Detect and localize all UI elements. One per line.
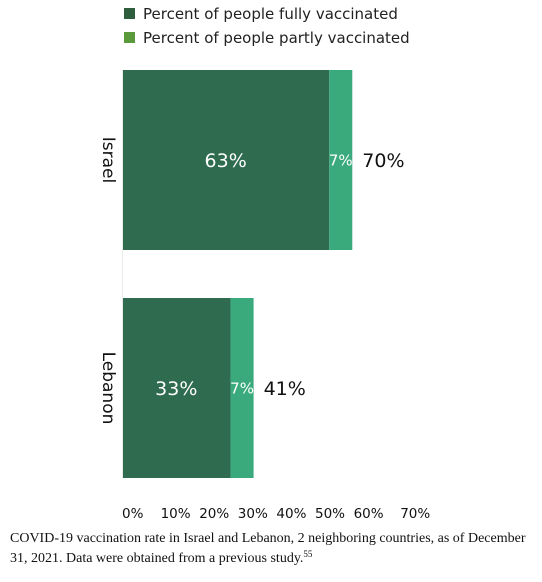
category-label-israel: Israel: [98, 137, 118, 183]
data-label-israel-partly: 7%: [329, 151, 353, 169]
figure-caption: COVID-19 vaccination rate in Israel and …: [10, 529, 538, 569]
category-label-lebanon: Lebanon: [98, 352, 118, 425]
bar-lebanon-fully: [122, 298, 231, 478]
x-tick-label: 40%: [276, 506, 306, 520]
category-labels: Israel Lebanon: [98, 137, 118, 425]
legend-marker-2: [124, 32, 135, 43]
x-tick-label: 70%: [400, 506, 430, 520]
legend-label-2: Percent of people partly vaccinated: [143, 29, 410, 47]
legend-label-1: Percent of people fully vaccinated: [143, 5, 398, 23]
caption-reference: 55: [303, 549, 313, 559]
x-tick-label: 0%: [122, 506, 144, 520]
legend-marker-1: [124, 8, 135, 19]
x-tick-label: 10%: [161, 506, 191, 520]
data-label-lebanon-fully: 33%: [155, 378, 197, 400]
legend: Percent of people fully vaccinated Percen…: [124, 5, 410, 47]
data-label-israel-fully: 63%: [205, 150, 247, 172]
bars: 63% 7% 70% 33% 7% 41%: [122, 70, 405, 478]
total-label-israel: 70%: [362, 150, 404, 172]
caption-text: COVID-19 vaccination rate in Israel and …: [10, 531, 526, 566]
chart: Percent of people fully vaccinated Percen…: [98, 5, 430, 520]
bar-israel-partly: [329, 70, 353, 250]
data-label-lebanon-partly: 7%: [230, 379, 254, 397]
total-label-lebanon: 41%: [264, 378, 306, 400]
x-tick-label: 30%: [238, 506, 268, 520]
x-tick-label: 20%: [199, 506, 229, 520]
bar-israel-fully: [122, 70, 330, 250]
x-tick-label: 50%: [315, 506, 345, 520]
x-axis: 0% 10% 20% 30% 40% 50% 60% 70%: [122, 70, 430, 520]
bar-lebanon-partly: [230, 298, 254, 478]
x-tick-label: 60%: [354, 506, 384, 520]
